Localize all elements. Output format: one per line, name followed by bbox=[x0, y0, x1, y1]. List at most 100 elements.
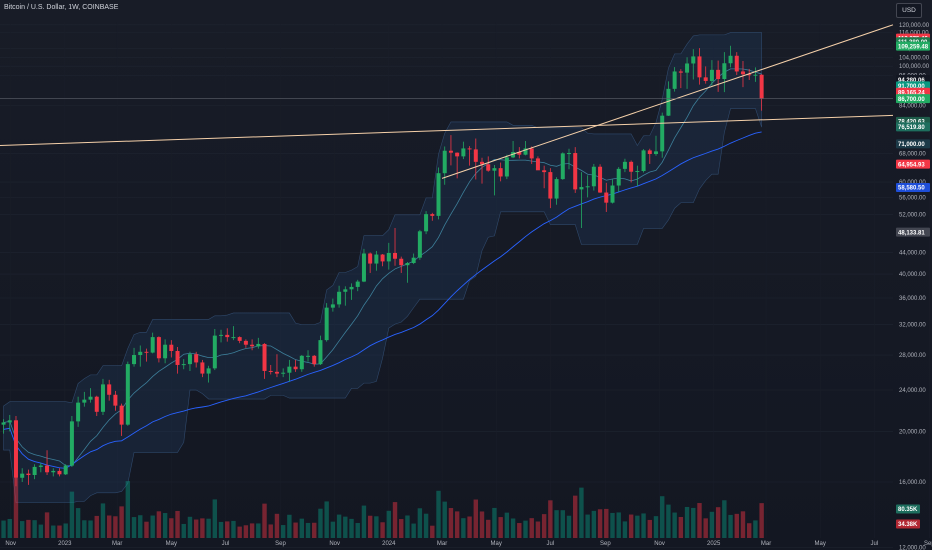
price-tag bbox=[896, 94, 930, 104]
volume-bar bbox=[423, 513, 429, 538]
candle-body bbox=[13, 420, 18, 478]
x-tick-label: Jul bbox=[547, 541, 555, 547]
candle-body bbox=[740, 71, 745, 75]
candle-body bbox=[132, 355, 137, 365]
candle-body bbox=[206, 368, 211, 374]
volume-bar bbox=[119, 506, 124, 538]
candle-body bbox=[299, 355, 304, 370]
volume-bar bbox=[299, 518, 305, 538]
candle-body bbox=[504, 157, 509, 177]
candle-layer[interactable] bbox=[1, 45, 764, 487]
y-tick-label: 12,000.00 bbox=[899, 545, 926, 550]
candle-body bbox=[256, 343, 261, 347]
x-tick-label: 2023 bbox=[58, 541, 72, 547]
volume-bar bbox=[622, 521, 628, 538]
candle-body bbox=[1, 422, 6, 425]
currency-button[interactable]: USD bbox=[896, 3, 922, 18]
candle-body bbox=[330, 304, 335, 308]
candle-body bbox=[349, 286, 354, 290]
volume-bar bbox=[75, 508, 81, 538]
volume-bar bbox=[367, 515, 373, 538]
price-tag-label: 76,519.80 bbox=[898, 125, 925, 131]
symbol-title[interactable]: Bitcoin / U.S. Dollar, 1W, COINBASE bbox=[4, 4, 119, 11]
candle-body bbox=[709, 69, 714, 81]
volume-bar bbox=[684, 506, 690, 538]
volume-bar bbox=[560, 510, 565, 538]
candle-body bbox=[100, 384, 105, 412]
volume-bar bbox=[200, 518, 205, 538]
time-axis[interactable]: Nov 2023 Mar May Jul Sep Nov 2024 Mar May Jul Sep No… bbox=[5, 541, 932, 547]
volume-bar bbox=[150, 515, 155, 538]
volume-bar bbox=[448, 508, 454, 538]
candle-body bbox=[57, 470, 62, 475]
volume-bar bbox=[249, 523, 255, 538]
volume-bar bbox=[541, 514, 547, 538]
y-tick-label: 84,000.00 bbox=[899, 104, 926, 110]
candle-body bbox=[51, 470, 56, 473]
y-tick-label: 40,000.00 bbox=[899, 272, 926, 278]
candle-body bbox=[399, 258, 404, 266]
x-tick-label: Mar bbox=[761, 541, 771, 547]
volume-bar bbox=[411, 523, 416, 538]
volume-bar bbox=[287, 514, 292, 538]
volume-bar bbox=[641, 513, 646, 538]
volume-bar bbox=[529, 518, 534, 538]
drawing-layer[interactable] bbox=[0, 24, 894, 179]
candle-body bbox=[685, 63, 690, 73]
candle-body bbox=[517, 152, 522, 155]
price-tag-label: 58,580.50 bbox=[898, 186, 925, 192]
volume-bar bbox=[336, 514, 342, 538]
candle-body bbox=[747, 74, 752, 76]
candle-body bbox=[144, 351, 149, 353]
candle-body bbox=[616, 168, 621, 186]
candle-body bbox=[287, 366, 292, 373]
volume-bar bbox=[579, 487, 584, 538]
candle-body bbox=[436, 173, 441, 216]
candle-body bbox=[219, 334, 224, 336]
candle-body bbox=[448, 150, 453, 153]
volume-bar bbox=[386, 510, 392, 538]
candle-body bbox=[156, 337, 161, 359]
candle-body bbox=[26, 473, 31, 476]
x-tick-label: Mar bbox=[437, 541, 447, 547]
candle-body bbox=[243, 340, 248, 345]
candle-body bbox=[585, 186, 590, 188]
volume-bar bbox=[82, 520, 87, 538]
candle-body bbox=[187, 354, 192, 365]
price-tag bbox=[896, 41, 930, 51]
x-tick-label: May bbox=[166, 541, 177, 547]
candle-body bbox=[579, 187, 584, 190]
candle-body bbox=[150, 337, 155, 353]
candle-body bbox=[237, 337, 242, 341]
candle-body bbox=[194, 354, 199, 363]
candle-body bbox=[405, 263, 410, 266]
candle-body bbox=[529, 148, 534, 159]
candle-body bbox=[622, 161, 627, 169]
x-tick-label: Jul bbox=[871, 541, 879, 547]
candle-body bbox=[268, 370, 273, 372]
volume-bar bbox=[374, 516, 379, 538]
x-tick-label: Nov bbox=[329, 541, 340, 547]
volume-bar bbox=[318, 508, 323, 538]
candle-body bbox=[45, 465, 50, 473]
volume-bar bbox=[162, 513, 168, 538]
candle-body bbox=[647, 150, 652, 155]
volume-bar bbox=[32, 520, 37, 538]
volume-bar bbox=[666, 504, 671, 538]
volume-bar bbox=[13, 478, 19, 538]
candle-body bbox=[560, 153, 565, 180]
candle-body bbox=[393, 252, 398, 259]
candle-body bbox=[672, 71, 677, 89]
candle-body bbox=[38, 465, 43, 467]
x-tick-label: 2025 bbox=[707, 541, 721, 547]
candle-body bbox=[691, 56, 696, 64]
y-tick-label: 100,000.00 bbox=[899, 64, 930, 70]
y-tick-label: 116,000.00 bbox=[899, 31, 929, 37]
price-tag bbox=[896, 139, 930, 149]
y-tick-label: 44,000.00 bbox=[899, 250, 926, 256]
price-tag-label: 64,954.93 bbox=[898, 162, 925, 168]
candle-body bbox=[430, 214, 435, 216]
volume-bar bbox=[193, 519, 199, 538]
